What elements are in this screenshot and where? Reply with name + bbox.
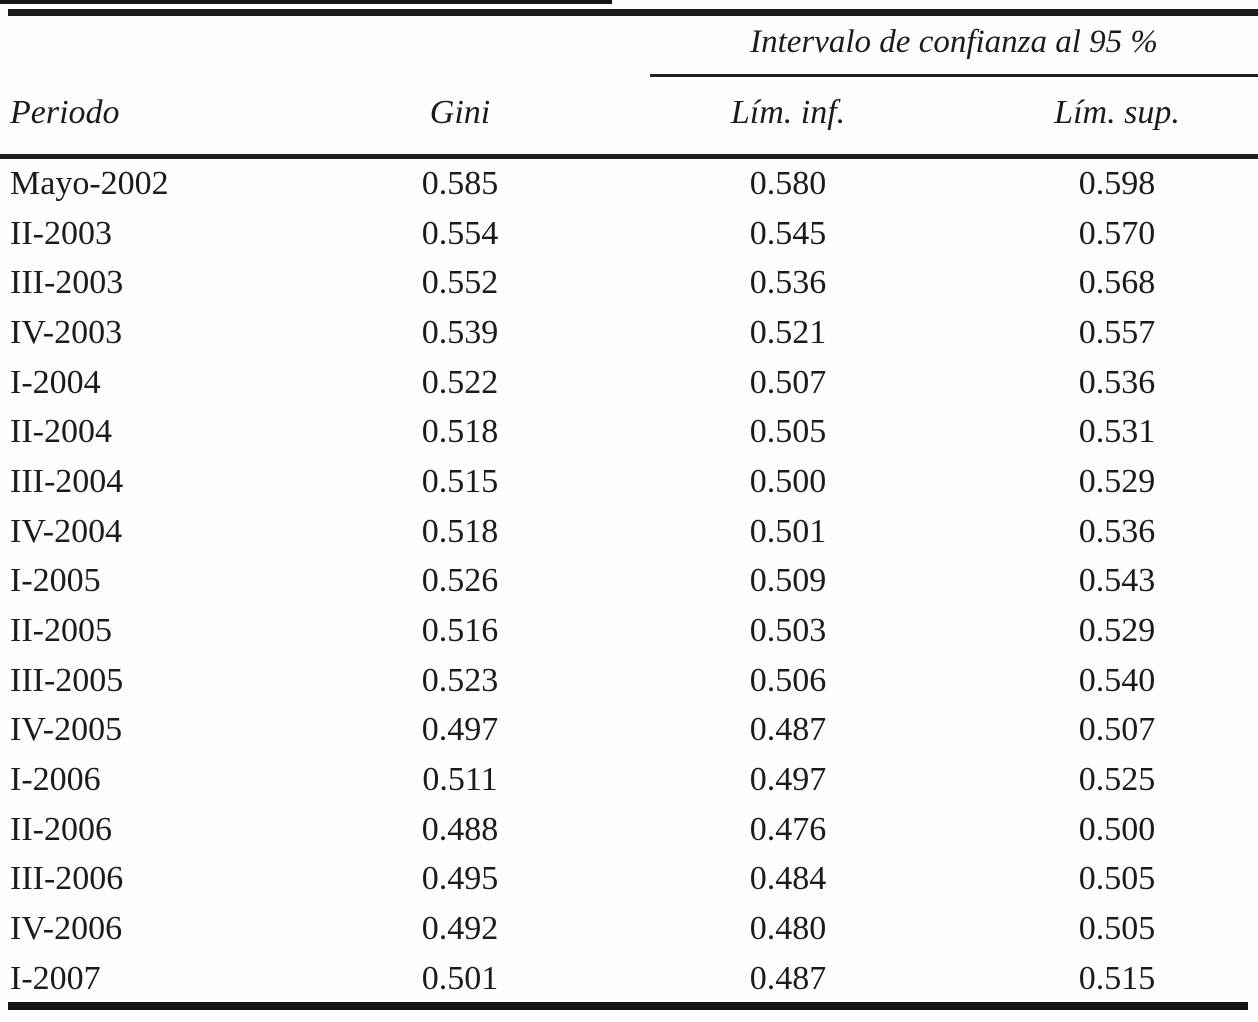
cell-periodo: III-2005 (10, 661, 124, 699)
cell-gini: 0.518 (421, 512, 499, 550)
cell-gini: 0.492 (421, 910, 499, 948)
scan-artifact-bar (0, 0, 612, 4)
table-row: II-2003 0.554 0.545 0.570 (0, 209, 1258, 259)
cell-gini: 0.501 (421, 959, 499, 997)
column-header-periodo: Periodo (10, 94, 120, 131)
table-row: Mayo-2002 0.585 0.580 0.598 (0, 159, 1258, 209)
table-row: IV-2006 0.492 0.480 0.505 (0, 904, 1258, 954)
cell-gini: 0.497 (421, 711, 499, 749)
cell-gini: 0.511 (422, 761, 498, 799)
cell-periodo: I-2007 (10, 959, 101, 997)
table-row: I-2006 0.511 0.497 0.525 (0, 755, 1258, 805)
cell-lim-inf: 0.505 (749, 413, 827, 451)
cell-periodo: II-2004 (10, 413, 112, 451)
cell-lim-sup: 0.525 (1078, 761, 1156, 799)
cell-lim-inf: 0.580 (749, 164, 827, 202)
cell-periodo: II-2006 (10, 810, 112, 848)
cell-periodo: I-2005 (10, 562, 101, 600)
cell-lim-sup: 0.570 (1078, 214, 1156, 252)
cell-gini: 0.554 (421, 214, 499, 252)
cell-periodo: I-2006 (10, 761, 101, 799)
cell-periodo: IV-2003 (10, 313, 123, 351)
table-bottom-rule (8, 1002, 1248, 1010)
cell-lim-sup: 0.540 (1078, 661, 1156, 699)
cell-periodo: IV-2006 (10, 910, 123, 948)
cell-lim-sup: 0.515 (1078, 959, 1156, 997)
table-row: I-2004 0.522 0.507 0.536 (0, 358, 1258, 408)
cell-lim-sup: 0.536 (1078, 363, 1156, 401)
cell-periodo: IV-2004 (10, 512, 123, 550)
cell-lim-sup: 0.568 (1078, 264, 1156, 302)
table-row: I-2007 0.501 0.487 0.515 (0, 954, 1258, 1004)
cell-lim-sup: 0.505 (1078, 860, 1156, 898)
table-header-row: Periodo Gini Lím. inf. Lím. sup. (0, 88, 1258, 138)
cell-lim-inf: 0.503 (749, 612, 827, 650)
cell-lim-inf: 0.509 (749, 562, 827, 600)
cell-gini: 0.552 (421, 264, 499, 302)
cell-lim-inf: 0.487 (749, 959, 827, 997)
cell-gini: 0.516 (421, 612, 499, 650)
cell-periodo: IV-2005 (10, 711, 123, 749)
column-header-gini: Gini (429, 94, 491, 131)
cell-lim-sup: 0.531 (1078, 413, 1156, 451)
cell-lim-inf: 0.506 (749, 661, 827, 699)
cell-lim-inf: 0.500 (749, 462, 827, 500)
table-row: IV-2003 0.539 0.521 0.557 (0, 308, 1258, 358)
cell-gini: 0.523 (421, 661, 499, 699)
cell-gini: 0.488 (421, 810, 499, 848)
table-row: II-2006 0.488 0.476 0.500 (0, 805, 1258, 855)
cell-lim-inf: 0.480 (749, 910, 827, 948)
cell-lim-sup: 0.529 (1078, 462, 1156, 500)
table-row: II-2004 0.518 0.505 0.531 (0, 407, 1258, 457)
table-row: II-2005 0.516 0.503 0.529 (0, 606, 1258, 656)
cell-lim-inf: 0.484 (749, 860, 827, 898)
cell-gini: 0.539 (421, 313, 499, 351)
table-row: III-2005 0.523 0.506 0.540 (0, 656, 1258, 706)
header-separator-rule (0, 154, 1258, 159)
table-row: III-2006 0.495 0.484 0.505 (0, 855, 1258, 905)
cell-periodo: III-2006 (10, 860, 124, 898)
table-body: Mayo-2002 0.585 0.580 0.598 II-2003 0.554 0.54… (0, 159, 1258, 1004)
column-header-lim-inf: Lím. inf. (730, 94, 846, 131)
cell-periodo: Mayo-2002 (10, 164, 169, 202)
table-row: I-2005 0.526 0.509 0.543 (0, 557, 1258, 607)
cell-lim-sup: 0.598 (1078, 164, 1156, 202)
cell-gini: 0.526 (421, 562, 499, 600)
cell-lim-inf: 0.521 (749, 313, 827, 351)
cell-lim-sup: 0.557 (1078, 313, 1156, 351)
cell-gini: 0.585 (421, 164, 499, 202)
cell-gini: 0.495 (421, 860, 499, 898)
table-row: IV-2004 0.518 0.501 0.536 (0, 507, 1258, 557)
cell-lim-inf: 0.497 (749, 761, 827, 799)
spanner-underline-rule (650, 74, 1258, 77)
cell-gini: 0.518 (421, 413, 499, 451)
table-top-rule (8, 9, 1258, 16)
cell-periodo: I-2004 (10, 363, 101, 401)
table-row: III-2004 0.515 0.500 0.529 (0, 457, 1258, 507)
column-header-lim-sup: Lím. sup. (1054, 94, 1180, 131)
confidence-interval-spanner-header: Intervalo de confianza al 95 % (750, 24, 1158, 60)
cell-periodo: II-2003 (10, 214, 112, 252)
cell-periodo: III-2004 (10, 462, 124, 500)
cell-lim-sup: 0.507 (1078, 711, 1156, 749)
cell-lim-inf: 0.545 (749, 214, 827, 252)
cell-periodo: II-2005 (10, 612, 112, 650)
cell-lim-inf: 0.501 (749, 512, 827, 550)
cell-lim-inf: 0.536 (749, 264, 827, 302)
cell-lim-sup: 0.536 (1078, 512, 1156, 550)
cell-lim-inf: 0.476 (749, 810, 827, 848)
cell-gini: 0.522 (421, 363, 499, 401)
table-row: III-2003 0.552 0.536 0.568 (0, 258, 1258, 308)
cell-lim-sup: 0.505 (1078, 910, 1156, 948)
table-row: IV-2005 0.497 0.487 0.507 (0, 706, 1258, 756)
cell-periodo: III-2003 (10, 264, 124, 302)
cell-lim-inf: 0.487 (749, 711, 827, 749)
cell-lim-inf: 0.507 (749, 363, 827, 401)
cell-lim-sup: 0.500 (1078, 810, 1156, 848)
cell-lim-sup: 0.529 (1078, 612, 1156, 650)
cell-gini: 0.515 (421, 462, 499, 500)
cell-lim-sup: 0.543 (1078, 562, 1156, 600)
